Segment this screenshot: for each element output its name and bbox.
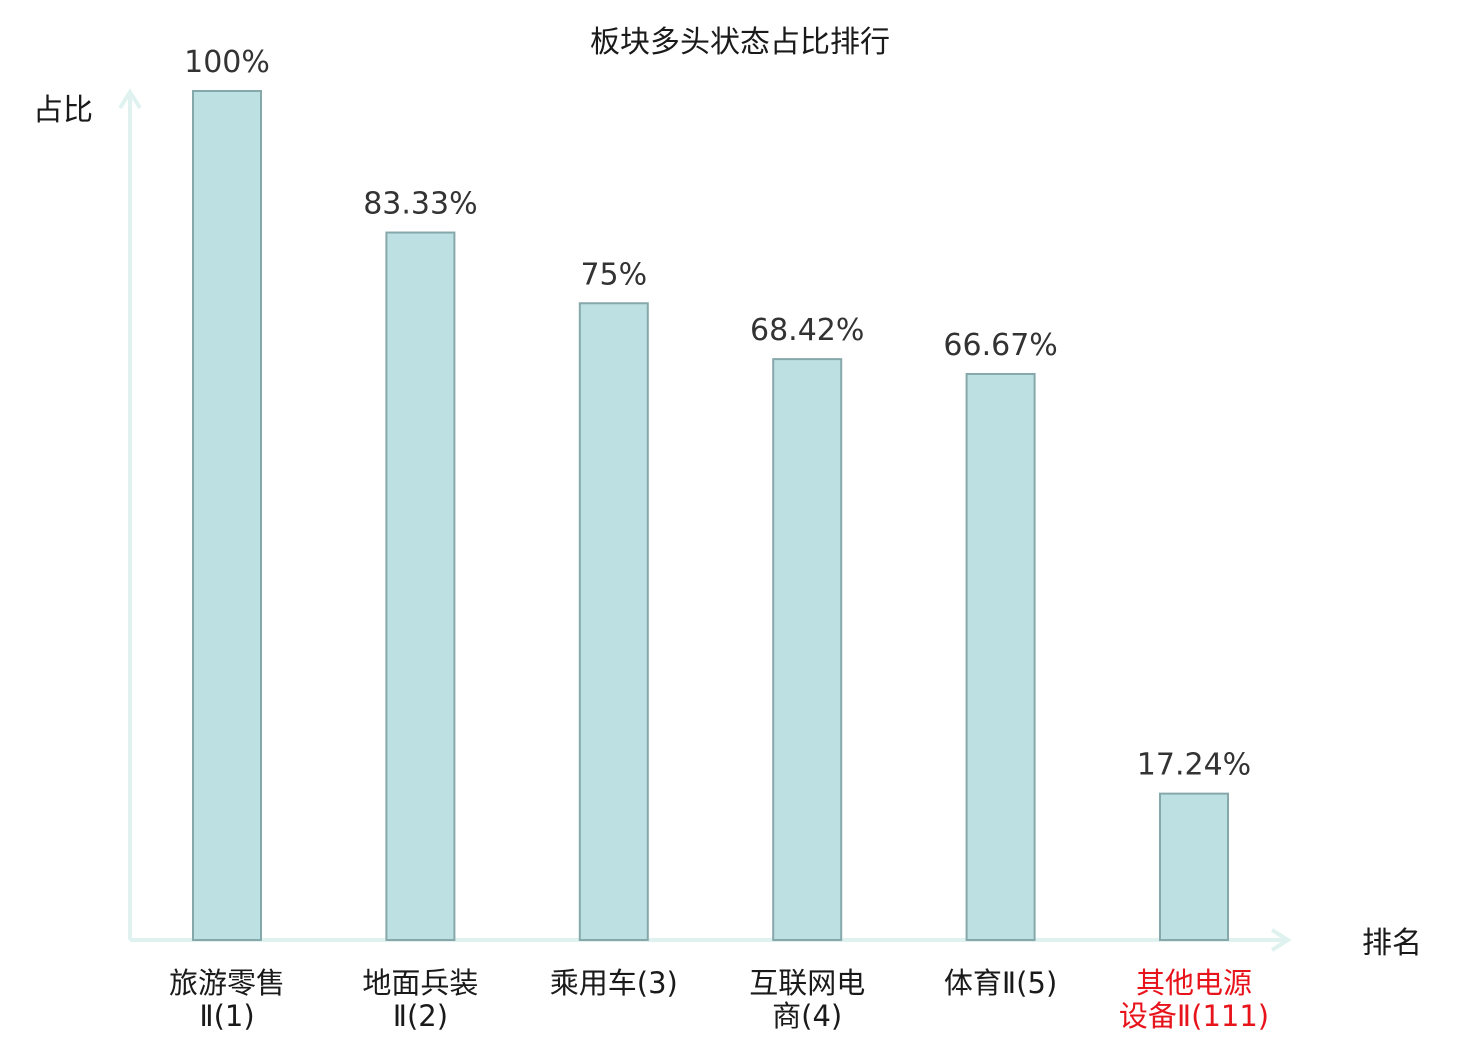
x-tick-label: 地面兵装 [362, 966, 478, 1000]
x-tick-label: 商(4) [772, 999, 842, 1033]
bar [965, 372, 1036, 942]
x-axis-arrow [1270, 928, 1292, 952]
bar [1159, 792, 1229, 941]
x-tick-label: 旅游零售 [169, 966, 285, 1000]
x-tick-label: 设备Ⅱ(111) [1119, 999, 1269, 1033]
x-tick-label: Ⅱ(2) [393, 999, 448, 1033]
x-tick-label: 体育Ⅱ(5) [944, 966, 1057, 1000]
x-tick-label: 其他电源 [1136, 966, 1252, 1000]
x-tick-label: 乘用车(3) [550, 966, 678, 1000]
bar-value-label: 17.24% [1137, 748, 1251, 783]
chart-title: 板块多头状态占比排行 [590, 25, 890, 60]
bars-group [192, 90, 1229, 942]
bar [772, 358, 843, 941]
bar [385, 231, 456, 941]
value-labels-group: 100% 83.33% 75% 68.42% 66.67% 17.24% [184, 45, 1251, 783]
x-axis-label: 排名 [1362, 926, 1422, 961]
bar-value-label: 100% [184, 45, 270, 80]
bar [578, 302, 649, 941]
bar-value-label: 66.67% [943, 328, 1057, 363]
bar-value-label: 83.33% [363, 187, 477, 222]
y-axis-arrow [118, 88, 142, 110]
bar-value-label: 75% [580, 257, 647, 292]
bar [192, 90, 262, 941]
y-axis-label: 占比 [33, 93, 93, 128]
bar-value-label: 68.42% [750, 313, 864, 348]
x-tick-label: Ⅱ(1) [199, 999, 254, 1033]
x-tick-label: 互联网电 [749, 966, 865, 1000]
